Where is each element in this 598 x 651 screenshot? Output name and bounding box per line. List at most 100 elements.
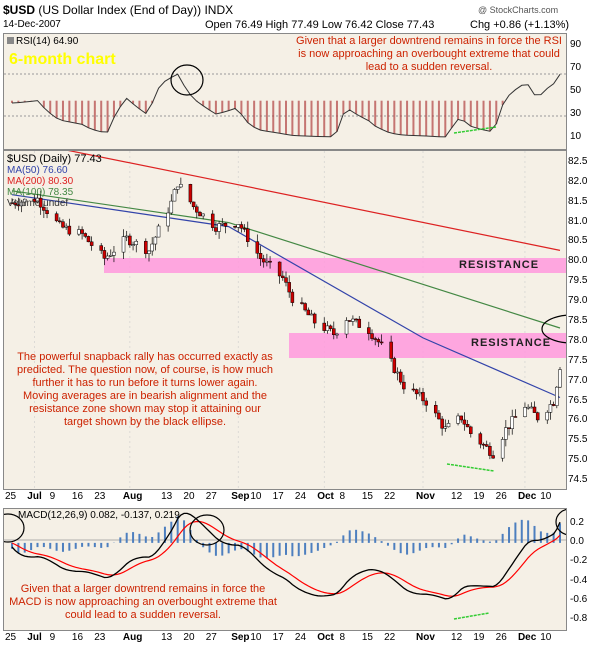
rsi-fill-bar bbox=[138, 100, 141, 109]
price-candle bbox=[526, 406, 530, 409]
macd-hist-bar bbox=[437, 542, 440, 548]
price-tick-label: 78.5 bbox=[568, 314, 588, 326]
price-candle bbox=[77, 229, 81, 235]
rsi-fill-bar bbox=[61, 100, 64, 121]
price-tick-label: 80.5 bbox=[568, 235, 588, 247]
macd-hist-bar bbox=[214, 542, 217, 556]
price-candle bbox=[19, 201, 24, 207]
price-tick-label: 81.5 bbox=[568, 195, 588, 207]
rsi-fill-bar bbox=[240, 100, 243, 115]
price-candle bbox=[246, 228, 250, 242]
price-candle bbox=[89, 241, 94, 246]
watermark: @ StockCharts.com bbox=[478, 5, 559, 15]
price-candle bbox=[446, 423, 451, 428]
rsi-fill-bar bbox=[278, 100, 281, 134]
date-tick-label: 20 bbox=[183, 632, 195, 643]
change-label: Chg +0.86 (+1.13%) bbox=[470, 19, 570, 31]
macd-hist-bar bbox=[125, 532, 128, 543]
macd-hist-bar bbox=[119, 537, 122, 543]
date-tick-label: 24 bbox=[294, 491, 307, 502]
rsi-fill-bar bbox=[476, 100, 479, 129]
date-tick-label: 19 bbox=[473, 491, 485, 502]
date-tick-label: 13 bbox=[161, 632, 173, 643]
rsi-tick-label: 50 bbox=[570, 84, 582, 96]
macd-hist-bar bbox=[291, 542, 294, 557]
macd-hist-bar bbox=[393, 542, 396, 550]
price-candle bbox=[102, 250, 107, 259]
rsi-fill-bar bbox=[323, 100, 326, 137]
rsi-fill-bar bbox=[329, 100, 332, 137]
rsi-label-text: RSI(14) 64.90 bbox=[16, 36, 79, 47]
price-candle bbox=[379, 341, 384, 344]
date-tick-label: Aug bbox=[122, 491, 143, 502]
date-tick-label: 10 bbox=[250, 632, 262, 643]
rsi-fill-bar bbox=[482, 100, 485, 130]
date-tick-label: 22 bbox=[384, 632, 396, 643]
macd-hist-bar bbox=[61, 542, 64, 552]
price-candle bbox=[128, 235, 132, 246]
macd-ellipse-left bbox=[0, 513, 25, 543]
ma200-line bbox=[11, 138, 561, 251]
legend-ma50: MA(50) 76.60 bbox=[7, 165, 68, 176]
macd-hist-bar bbox=[74, 542, 77, 549]
price-candle bbox=[80, 229, 84, 234]
date-tick-label: 8 bbox=[339, 632, 346, 643]
price-candle bbox=[175, 186, 180, 190]
macd-hist-bar bbox=[49, 542, 52, 549]
macd-tick-label: -0.4 bbox=[570, 574, 588, 586]
price-candle bbox=[462, 419, 467, 425]
price-candle bbox=[507, 427, 511, 429]
macd-divergence-line bbox=[453, 612, 490, 620]
macd-hist-bar bbox=[488, 541, 491, 543]
price-candle bbox=[195, 206, 199, 213]
macd-hist-bar bbox=[151, 536, 154, 543]
price-candle bbox=[402, 381, 406, 390]
rsi-legend-icon bbox=[7, 37, 14, 44]
price-candle bbox=[22, 198, 27, 203]
price-tick-label: 81.0 bbox=[568, 215, 588, 227]
rsi-fill-bar bbox=[227, 100, 230, 111]
price-candle bbox=[551, 404, 556, 406]
rsi-fill-bar bbox=[202, 100, 205, 106]
macd-hist-bar bbox=[30, 542, 33, 551]
price-candle bbox=[217, 223, 221, 232]
date-tick-label: Aug bbox=[122, 632, 143, 643]
date-tick-label: 16 bbox=[71, 491, 84, 502]
macd-hist-bar bbox=[234, 542, 237, 551]
price-candle bbox=[325, 325, 330, 331]
price-candle bbox=[166, 212, 170, 227]
date-tick-label: 26 bbox=[495, 632, 507, 643]
macd-hist-bar bbox=[106, 542, 109, 548]
rsi-fill-bar bbox=[100, 100, 103, 132]
macd-hist-bar bbox=[501, 533, 504, 543]
macd-hist-bar bbox=[176, 516, 179, 543]
price-candle bbox=[335, 333, 339, 336]
price-candle bbox=[558, 369, 562, 388]
price-candle bbox=[45, 210, 49, 214]
date-tick-label: 15 bbox=[361, 632, 373, 643]
rsi-fill-bar bbox=[437, 100, 440, 137]
price-annotation: The powerful snapback rally has occurred… bbox=[17, 351, 273, 428]
date-tick-label: 20 bbox=[183, 491, 195, 502]
macd-hist-bar bbox=[552, 532, 555, 543]
price-candle bbox=[150, 243, 154, 252]
rsi-ellipse bbox=[170, 64, 204, 96]
price-candle bbox=[233, 225, 237, 228]
price-candle bbox=[414, 389, 419, 395]
price-candle bbox=[532, 406, 537, 413]
macd-tick-label: -0.2 bbox=[570, 555, 588, 567]
price-candle bbox=[513, 416, 518, 418]
price-candle bbox=[504, 427, 508, 440]
macd-hist-bar bbox=[23, 542, 26, 553]
rsi-fill-bar bbox=[488, 100, 491, 132]
price-tick-label: 77.0 bbox=[568, 374, 588, 386]
price-candle bbox=[478, 433, 483, 445]
price-candle bbox=[239, 224, 244, 229]
macd-hist-bar bbox=[316, 542, 319, 551]
macd-hist-bar bbox=[138, 533, 141, 543]
macd-hist-bar bbox=[285, 542, 287, 555]
price-candle bbox=[61, 221, 65, 228]
rsi-svg bbox=[4, 64, 566, 138]
macd-tick-label: -0.8 bbox=[570, 613, 588, 625]
price-candle bbox=[255, 241, 260, 254]
